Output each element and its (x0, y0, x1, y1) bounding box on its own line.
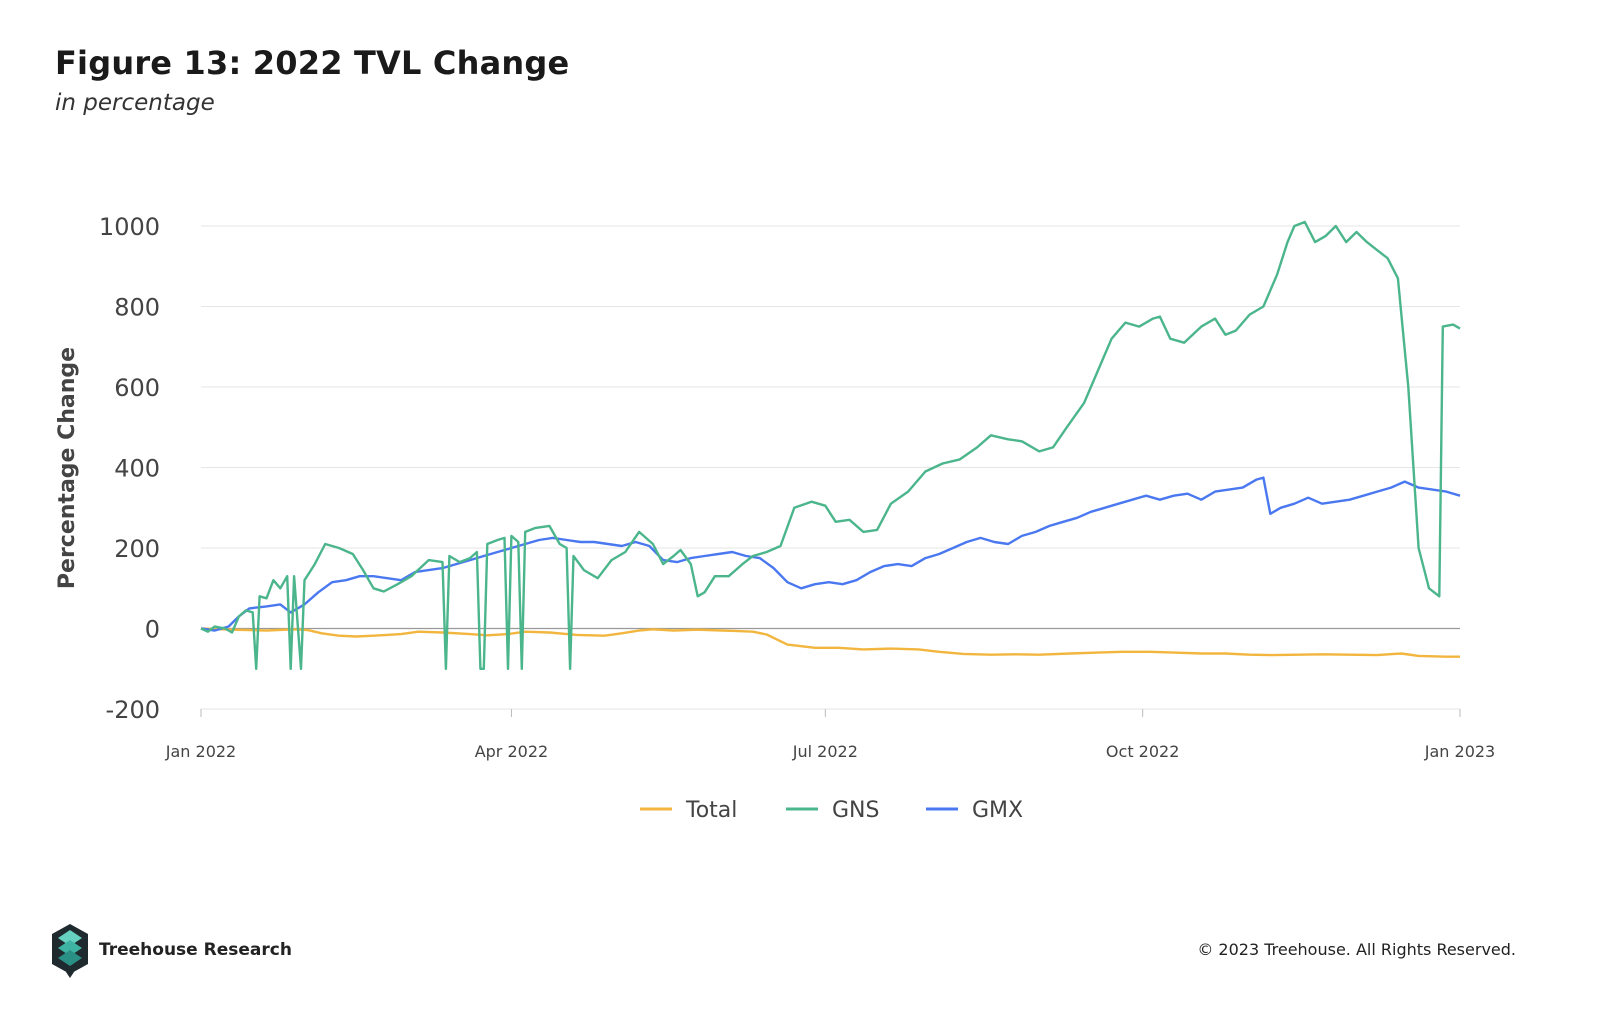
footer-copyright: © 2023 Treehouse. All Rights Reserved. (1197, 940, 1516, 959)
x-tick-label: Jan 2023 (1424, 742, 1495, 761)
series-line-total (200, 627, 1460, 658)
legend-item-gmx[interactable]: GMX (926, 798, 1023, 823)
legend-label: GMX (972, 798, 1023, 823)
series-line-gmx (200, 476, 1461, 632)
chart-title: Figure 13: 2022 TVL Change (55, 44, 570, 82)
y-tick-label: 400 (114, 455, 160, 483)
x-axis-ticks: Jan 2022 Apr 2022 Jul 2022 Oct 2022 Jan 2023 (165, 709, 1495, 761)
y-axis-label: Percentage Change (55, 347, 80, 589)
y-axis-ticks: -200 0 200 400 600 800 1000 (99, 213, 160, 724)
y-tick-label: 1000 (99, 213, 160, 241)
x-tick-label: Oct 2022 (1106, 742, 1179, 761)
legend-label: GNS (832, 798, 879, 823)
series-line-gns (200, 220, 1461, 670)
y-tick-label: 0 (145, 616, 160, 644)
grid (201, 225, 1460, 710)
footer-brand: Treehouse Research (99, 940, 292, 960)
legend-item-gns[interactable]: GNS (786, 798, 879, 823)
y-tick-label: 200 (114, 535, 160, 563)
legend-item-total[interactable]: Total (640, 798, 737, 823)
x-tick-label: Jul 2022 (792, 742, 858, 761)
x-tick-label: Jan 2022 (165, 742, 236, 761)
x-tick-label: Apr 2022 (475, 742, 548, 761)
y-tick-label: 800 (114, 294, 160, 322)
y-tick-label: 600 (114, 374, 160, 402)
legend-label: Total (685, 798, 737, 823)
legend: Total GNS GMX (640, 798, 1023, 823)
treehouse-logo-icon (52, 924, 88, 978)
y-tick-label: -200 (106, 696, 160, 724)
chart-subtitle: in percentage (55, 90, 215, 116)
series-lines (200, 220, 1461, 670)
